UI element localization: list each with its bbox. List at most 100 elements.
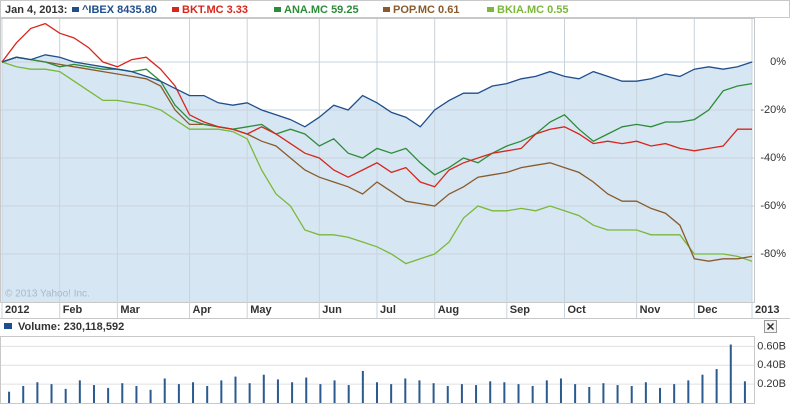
- volume-bar: [149, 389, 152, 403]
- volume-bar: [248, 383, 251, 403]
- copyright: © 2013 Yahoo! Inc.: [5, 289, 90, 300]
- y-tick-label: 0.60B: [757, 340, 786, 352]
- volume-bar: [503, 382, 506, 403]
- series-line: [1, 54, 753, 128]
- volume-bar: [291, 382, 294, 403]
- volume-bar: [234, 376, 237, 403]
- volume-label: Volume: 230,118,592: [18, 321, 124, 333]
- volume-bar: [177, 384, 180, 403]
- y-tick-label: -80%: [760, 248, 786, 260]
- y-tick-label: 0.20B: [757, 378, 786, 390]
- volume-bar: [390, 384, 393, 403]
- x-tick-label: Jun: [322, 304, 342, 316]
- volume-bar: [659, 387, 662, 403]
- legend-swatch: [274, 7, 281, 12]
- volume-bar: [574, 384, 577, 403]
- volume-bar: [729, 344, 732, 403]
- x-tick-label: May: [250, 304, 272, 316]
- volume-bar: [715, 369, 718, 403]
- volume-bar: [404, 378, 407, 403]
- x-tick-label: Sep: [510, 304, 530, 316]
- series-line: [1, 22, 752, 188]
- volume-bar: [36, 382, 39, 403]
- volume-bar: [673, 384, 676, 403]
- volume-bar: [517, 384, 520, 403]
- legend-swatch: [172, 7, 179, 12]
- legend-quote: 0.55: [547, 4, 568, 16]
- x-tick-label: Dec: [697, 304, 717, 316]
- volume-bar: [376, 382, 378, 403]
- series-line: [1, 61, 753, 265]
- volume-bar: [50, 384, 53, 403]
- legend-quote: 0.61: [438, 4, 459, 16]
- volume-bar: [361, 370, 364, 403]
- volume-bar: [616, 385, 619, 403]
- volume-bar: [630, 386, 633, 403]
- series-line: [1, 56, 753, 262]
- volume-bar: [432, 383, 435, 403]
- x-tick-label: Oct: [568, 304, 587, 316]
- y-tick-label: -40%: [760, 152, 786, 164]
- legend-label: BKT.MC 3.33: [182, 4, 248, 16]
- x-tick-label: Aug: [438, 304, 459, 316]
- legend-name: POP.MC: [393, 4, 435, 16]
- legend-name: ^IBEX: [82, 4, 115, 16]
- legend-label: BKIA.MC 0.55: [497, 4, 569, 16]
- volume-bar: [8, 391, 11, 403]
- legend-swatch: [72, 7, 79, 12]
- legend-quote: 8435.80: [117, 4, 157, 16]
- volume-bar: [644, 382, 647, 403]
- x-tick-label: Jul: [380, 304, 396, 316]
- volume-bar: [192, 382, 195, 403]
- volume-bar: [347, 385, 350, 403]
- legend-label: ANA.MC 59.25: [284, 4, 359, 16]
- volume-bar: [446, 386, 449, 403]
- close-button[interactable]: [764, 320, 777, 333]
- volume-bar: [276, 379, 279, 403]
- x-tick-label: 2012: [5, 304, 29, 316]
- x-tick-label: Feb: [63, 304, 83, 316]
- volume-bar: [262, 374, 265, 403]
- legend-swatch: [487, 7, 494, 12]
- volume-bar: [206, 386, 209, 403]
- volume-bar: [92, 385, 95, 403]
- volume-bar: [687, 380, 690, 403]
- volume-bar: [545, 380, 548, 403]
- volume-bar: [559, 378, 562, 403]
- volume-bar: [22, 386, 25, 403]
- volume-bar: [701, 374, 704, 403]
- volume-bar: [489, 381, 492, 403]
- legend-quote: 3.33: [227, 4, 248, 16]
- y-tick-label: -60%: [760, 200, 786, 212]
- volume-bar: [163, 378, 166, 403]
- legend-label: ^IBEX 8435.80: [82, 4, 157, 16]
- y-tick-label: -20%: [760, 104, 786, 116]
- legend-label: POP.MC 0.61: [393, 4, 459, 16]
- legend-swatch: [383, 7, 390, 12]
- volume-swatch: [4, 323, 12, 329]
- legend-name: BKT.MC: [182, 4, 224, 16]
- volume-bar: [743, 381, 746, 403]
- close-icon[interactable]: [766, 322, 775, 331]
- volume-bar: [319, 384, 322, 403]
- volume-bar: [475, 385, 478, 403]
- y-tick-label: 0%: [770, 56, 786, 68]
- volume-bar: [64, 388, 67, 403]
- volume-bar: [220, 380, 223, 403]
- volume-bar: [305, 377, 308, 403]
- volume-bar: [460, 384, 463, 403]
- volume-bar: [588, 386, 591, 403]
- date-label: Jan 4, 2013:: [5, 4, 67, 16]
- x-tick-label: Apr: [193, 304, 213, 316]
- y-tick-label: 0.40B: [757, 359, 786, 371]
- volume-bar: [78, 380, 81, 403]
- x-tick-label: 2013: [755, 304, 779, 316]
- volume-bar: [418, 380, 421, 403]
- volume-bar: [602, 383, 605, 403]
- x-tick-label: Mar: [120, 304, 140, 316]
- legend-name: ANA.MC: [284, 4, 328, 16]
- legend-quote: 59.25: [331, 4, 359, 16]
- volume-bar: [121, 383, 124, 403]
- legend-name: BKIA.MC: [497, 4, 544, 16]
